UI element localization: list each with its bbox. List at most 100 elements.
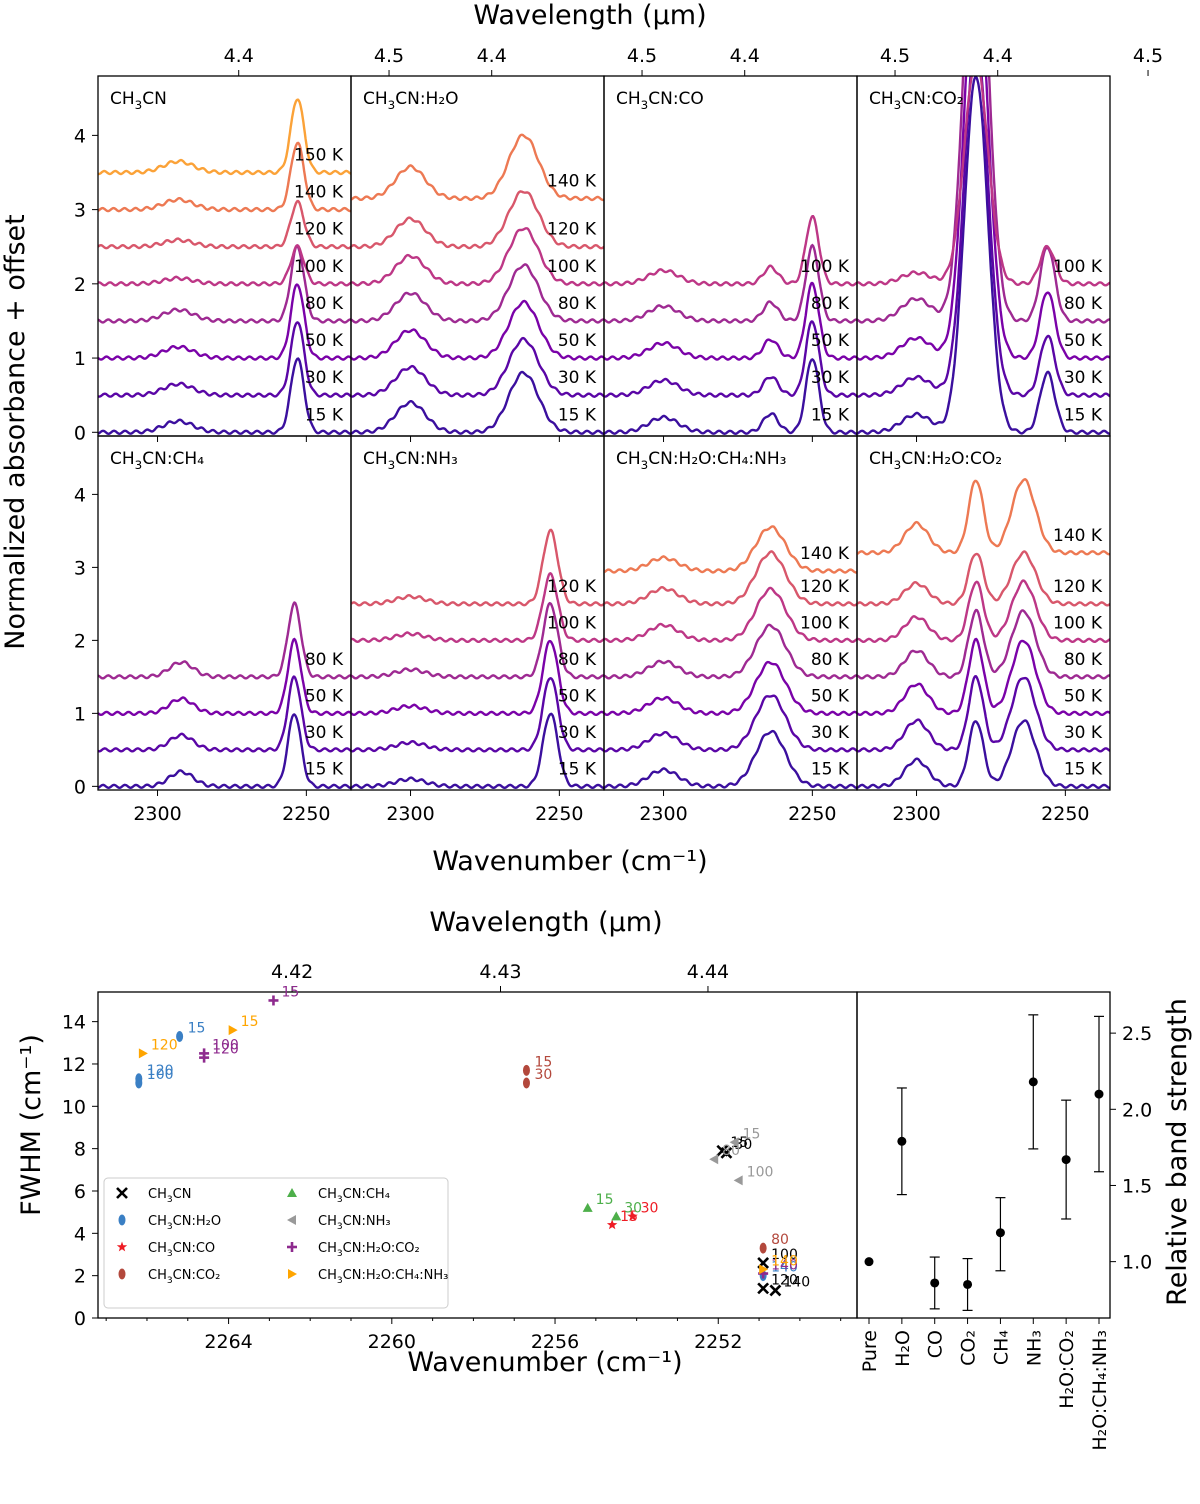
fwhm-scatter-plot: 2264 2260 2256 2252 0 2 4 6 8 10 12 14 4.42 4.43 4.44 1…	[62, 961, 858, 1353]
temperature-label: 100 K	[547, 613, 597, 633]
spectrum-line	[98, 141, 351, 213]
point-label: 15	[241, 1014, 259, 1030]
temperature-label: 50 K	[811, 331, 850, 351]
panel-title-rest: CN:CO	[648, 89, 704, 109]
spectrum-line	[604, 694, 857, 753]
legend-label-main: CH	[148, 1268, 167, 1283]
point-label: 80	[771, 1232, 789, 1248]
marker-triangle-up	[611, 1211, 622, 1221]
temperature-label: 80 K	[1064, 294, 1103, 314]
point-label: 80	[722, 1143, 740, 1159]
spectrum-line	[857, 550, 1110, 607]
category-label: CO₂	[958, 1330, 980, 1366]
y-tick-label: 1.5	[1122, 1175, 1152, 1197]
temperature-label: 30 K	[811, 368, 850, 388]
point-label: 120	[147, 1063, 174, 1079]
panel-curves	[98, 98, 351, 436]
spectrum-line	[351, 370, 604, 436]
band-strength-y-axis-label: Relative band strength	[1162, 998, 1193, 1306]
marker-ellipse	[522, 1064, 530, 1076]
point-label: 120	[771, 1272, 798, 1288]
marker-ellipse	[522, 1077, 530, 1089]
y-tick-label: 4	[74, 125, 86, 147]
marker-stroke	[116, 1187, 128, 1199]
x-tick-label: 2250	[535, 803, 583, 825]
temperature-label: 120 K	[547, 577, 597, 597]
y-tick-label: 2	[74, 630, 86, 652]
x-tick-label: 2250	[282, 803, 330, 825]
category-label: NH₃	[1023, 1330, 1045, 1366]
x-tick-label: 2300	[892, 803, 940, 825]
spectrum-line	[98, 199, 351, 250]
temperature-label: 50 K	[558, 686, 597, 706]
wavelength-tick-label: 4.5	[374, 45, 404, 67]
legend-label-sub: 3	[337, 1249, 343, 1259]
marker-x	[720, 1146, 733, 1159]
spectrum-line	[604, 525, 857, 574]
x-tick-label: 2264	[204, 1331, 252, 1353]
temperature-label: 100 K	[294, 257, 344, 277]
panel-title-main: CH	[110, 449, 135, 469]
panel-title-sub: 3	[894, 458, 902, 472]
panel-curves	[351, 528, 604, 790]
y-tick-label: 2.0	[1122, 1099, 1152, 1121]
wavelength-tick-label: 4.4	[983, 45, 1013, 67]
wavelength-tick-label: 4.5	[1133, 45, 1163, 67]
spectrum-line	[98, 98, 351, 176]
temperature-label: 80 K	[305, 650, 344, 670]
marker-triangle-up	[287, 1188, 297, 1197]
marker-star	[627, 1210, 638, 1221]
point-label: 15	[188, 1020, 206, 1036]
panel-title: CH3CN:NH₃	[363, 449, 458, 472]
y-tick-label: 12	[62, 1054, 86, 1076]
temperature-label: 80 K	[811, 650, 850, 670]
spectrum-line	[857, 637, 1110, 717]
y-tick-label: 2.5	[1122, 1023, 1152, 1045]
panel-title-main: CH	[363, 449, 388, 469]
top-y-axis-label: Normalized absorbance + offset	[0, 214, 31, 650]
category-label: H₂O:CO₂	[1056, 1330, 1078, 1409]
marker-x	[116, 1187, 128, 1199]
y-tick-label: 0	[74, 1308, 86, 1330]
marker-star	[606, 1219, 618, 1230]
temperature-label: 80 K	[558, 650, 597, 670]
panel-title: CH3CN:CO	[616, 89, 704, 112]
temperature-label: 30 K	[1064, 368, 1103, 388]
y-tick-label: 4	[74, 1223, 86, 1245]
spectrum-line	[857, 719, 1110, 790]
point-label: 140	[771, 1253, 798, 1269]
temperature-label: 15 K	[811, 759, 850, 779]
temperature-label: 80 K	[1064, 650, 1103, 670]
spectrum-line	[351, 299, 604, 361]
marker-stroke	[716, 1144, 729, 1157]
point-label: 30	[624, 1200, 642, 1216]
temperature-label: 30 K	[305, 368, 344, 388]
band-strength-point	[864, 1257, 874, 1267]
spectrum-line	[351, 712, 604, 790]
spectrum-line	[351, 528, 604, 607]
spectrum-line	[857, 675, 1110, 753]
temperature-label: 15 K	[811, 405, 850, 425]
temperature-label: 30 K	[558, 723, 597, 743]
y-tick-label: 1.0	[1122, 1252, 1152, 1274]
temperature-label: 15 K	[305, 759, 344, 779]
wavelength-tick-label: 4.4	[224, 45, 254, 67]
panel-title-sub: 3	[388, 98, 396, 112]
marker-ellipse	[176, 1030, 184, 1042]
point-label: 120	[212, 1042, 239, 1058]
top-wavelength-axis-label: Wavelength (μm)	[473, 0, 706, 31]
temperature-label: 50 K	[305, 331, 344, 351]
legend-label-sub: 3	[167, 1222, 173, 1232]
marker-star	[116, 1241, 128, 1252]
category-label: Pure	[859, 1330, 881, 1372]
marker-x	[769, 1284, 782, 1297]
panel-title-main: CH	[363, 89, 388, 109]
panel-title-main: CH	[616, 449, 641, 469]
y-tick-label: 4	[74, 484, 86, 506]
